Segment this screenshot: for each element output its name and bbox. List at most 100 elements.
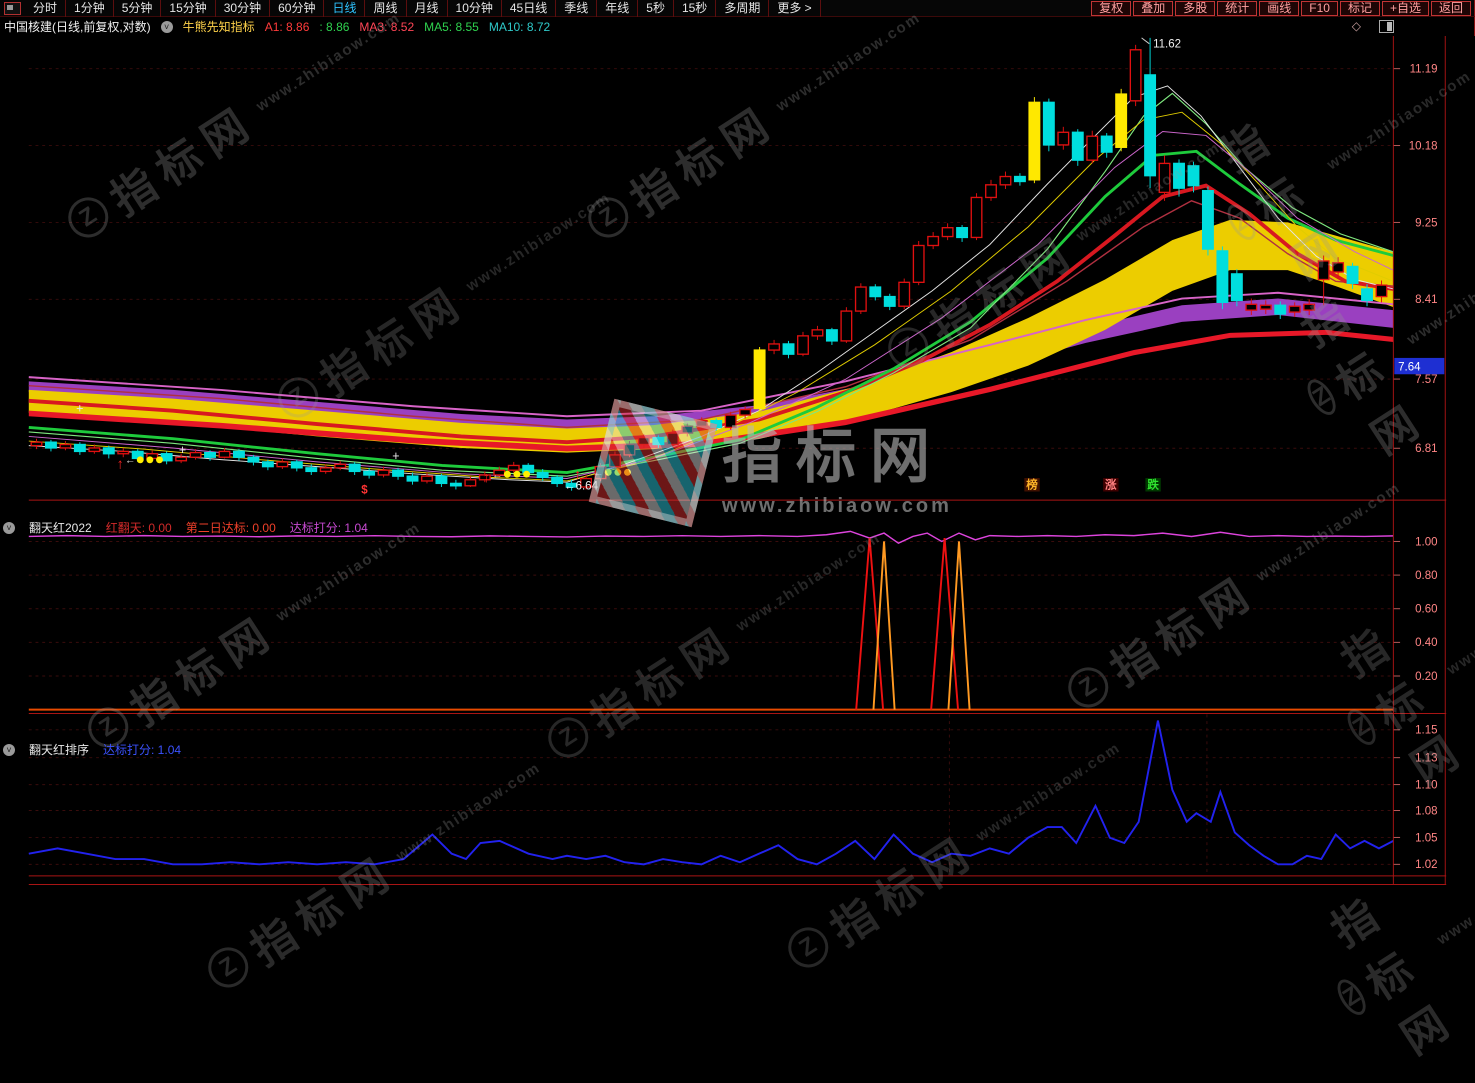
bot-panel-title[interactable]: 翻天红排序 [29, 743, 90, 757]
chevron-down-icon[interactable]: ˅ [160, 20, 173, 33]
magenta-band-line [28, 291, 1394, 418]
buy-arrow-icon: ↑ [116, 456, 123, 472]
hot-tag: 榜 [1025, 478, 1038, 492]
axis-label: 0.40 [1415, 637, 1437, 649]
toolbar-button-0[interactable]: 复权 [1091, 0, 1132, 16]
menu-item-16[interactable]: 更多 > [769, 0, 821, 17]
signal-dot [513, 470, 521, 478]
signal-dot [614, 468, 622, 476]
tag-bg [1024, 478, 1040, 492]
menu-item-7[interactable]: 周线 [365, 0, 407, 17]
low-price-label: ←6.64 [564, 481, 599, 493]
left-arrow-icon: ← [593, 467, 604, 479]
a1b-value: : 8.86 [319, 19, 350, 34]
toolbar-button-5[interactable]: F10 [1301, 0, 1338, 16]
crimson-ma [28, 200, 1394, 429]
buy-arrow-icon: ↑ [574, 467, 581, 483]
chart-canvas[interactable]: 11.19 10.18 9.25 8.41 7.57 6.81 1.00 0.80 0.60 0.… [0, 36, 1475, 922]
indicator-name[interactable]: 牛熊先知指标 [182, 20, 255, 34]
collapse-icon[interactable]: ˅ [3, 521, 15, 534]
dollar-marker: $ [361, 484, 368, 496]
split-pane-icon[interactable] [1379, 19, 1394, 33]
purple-band [28, 298, 1394, 430]
mid-panel-layer [28, 530, 1394, 711]
menu-item-11[interactable]: 季线 [556, 0, 598, 17]
collapse-icon[interactable]: ˅ [3, 743, 15, 756]
axis-label: 1.02 [1415, 859, 1437, 871]
hot-tag: 涨 [1105, 478, 1117, 492]
menu-item-0[interactable]: 分时 [25, 0, 67, 17]
signal-spike [947, 541, 971, 710]
axis-label: 1.10 [1415, 779, 1437, 791]
signal-spike [855, 538, 885, 710]
menu-item-6[interactable]: 日线 [324, 0, 366, 17]
axis-label: 10.18 [1409, 140, 1438, 152]
ma3-value: MA3: 8.52 [359, 19, 415, 34]
timeframe-menu: 分时 1分钟 5分钟 15分钟 30分钟 60分钟 日线 周线 月线 10分钟 45日线 季线 年线 5秒… [25, 0, 821, 17]
toolbar-button-1[interactable]: 叠加 [1133, 0, 1174, 16]
candles-layer [30, 37, 1388, 491]
menu-item-14[interactable]: 15秒 [674, 0, 717, 17]
menu-item-3[interactable]: 15分钟 [161, 0, 216, 17]
toolbar-right: 复权 叠加 多股 统计 画线 F10 标记 +自选 返回 [1090, 0, 1474, 16]
mid-panel-header: ˅ 翻天红2022 红翻天: 0.00 第二日达标: 0.00 达标打分: 1.… [3, 519, 382, 536]
axis-label: 0.20 [1415, 671, 1437, 683]
toolbar-button-2[interactable]: 多股 [1175, 0, 1216, 16]
signal-dot [523, 470, 531, 478]
axis-label: 0.80 [1415, 570, 1437, 582]
menu-item-9[interactable]: 10分钟 [448, 0, 502, 17]
signal-dot [146, 456, 154, 464]
frame-layer [28, 36, 1447, 886]
overlay-lines [28, 85, 1394, 483]
signal-dot [136, 456, 144, 464]
a1-value: A1: 8.86 [264, 19, 310, 34]
peak-price-label: 11.62 [1153, 39, 1181, 51]
axis-label: 1.00 [1415, 536, 1437, 548]
toolbar-button-4[interactable]: 画线 [1259, 0, 1300, 16]
signal-dot [624, 468, 631, 476]
tag-bg [1145, 478, 1161, 492]
axis-label: 1.15 [1415, 725, 1437, 737]
axis-label: 11.19 [1410, 64, 1438, 76]
cross-marker: + [392, 449, 399, 463]
menu-item-2[interactable]: 5分钟 [114, 0, 162, 17]
menu-item-1[interactable]: 1分钟 [66, 0, 114, 17]
axis-label: 0.60 [1415, 604, 1437, 616]
toolbar-button-3[interactable]: 统计 [1217, 0, 1258, 16]
signal-dot [604, 468, 612, 476]
stock-title: 中国核建(日线,前复权,对数) [4, 20, 151, 34]
menu-item-12[interactable]: 年线 [597, 0, 639, 17]
score-line [28, 720, 1394, 866]
mid-panel-title[interactable]: 翻天红2022 [29, 521, 92, 535]
axis-layer: 11.19 10.18 9.25 8.41 7.57 6.81 1.00 0.80 0.60 0.… [28, 64, 1438, 876]
menu-item-10[interactable]: 45日线 [502, 0, 557, 17]
menu-item-4[interactable]: 30分钟 [216, 0, 271, 17]
menu-item-8[interactable]: 月线 [407, 0, 448, 17]
top-menu-bar: 分时 1分钟 5分钟 15分钟 30分钟 60分钟 日线 周线 月线 10分钟 45日线 季线 年线 5秒… [0, 0, 1475, 17]
toolbar-button-7[interactable]: +自选 [1381, 0, 1429, 16]
bot-panel-header: ˅ 翻天红排序 达标打分: 1.04 [3, 741, 195, 758]
axis-label: 9.25 [1415, 217, 1437, 229]
menu-item-15[interactable]: 多周期 [716, 0, 770, 17]
bot-metric-1: 达标打分: 1.04 [103, 743, 182, 757]
buy-arrow-icon: ↑ [483, 470, 490, 486]
axis-label: 1.13 [1415, 753, 1437, 765]
toolbar-button-6[interactable]: 标记 [1339, 0, 1380, 16]
hot-tag: 跌 [1147, 478, 1159, 492]
window-icon[interactable] [4, 1, 21, 15]
menu-item-5[interactable]: 60分钟 [270, 0, 325, 17]
diamond-icon[interactable]: ◇ [1351, 19, 1361, 33]
cross-marker: + [76, 402, 83, 416]
mid-metric-3: 达标打分: 1.04 [289, 521, 368, 535]
menu-item-13[interactable]: 5秒 [638, 0, 674, 17]
signal-dot [503, 470, 511, 478]
signal-spike [930, 538, 959, 710]
current-price-tag: 7.64 [1398, 361, 1421, 373]
price-tag: 7.64 [1394, 357, 1445, 375]
green-thick [28, 149, 1394, 475]
toolbar-button-8[interactable]: 返回 [1430, 0, 1471, 16]
ma5-value: MA5: 8.55 [424, 19, 479, 34]
signal-spike [872, 541, 896, 710]
red-trend-line [28, 183, 1394, 445]
